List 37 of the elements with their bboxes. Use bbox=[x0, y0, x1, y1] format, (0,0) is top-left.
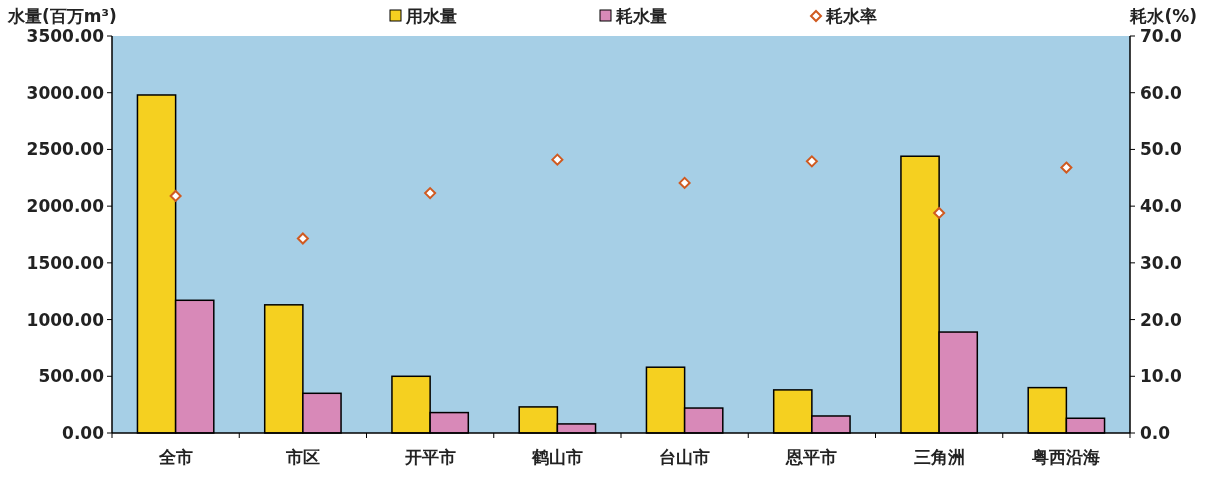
point bbox=[169, 189, 182, 202]
y-tick-label: 1500.00 bbox=[26, 252, 105, 273]
x-tick-label: 三角洲 bbox=[913, 447, 965, 467]
x-tick-label: 全市 bbox=[157, 447, 193, 467]
point bbox=[805, 155, 818, 168]
y2-tick-label: 10.0 bbox=[1140, 366, 1183, 387]
y2-axis-title: 耗水(%) bbox=[1129, 6, 1197, 26]
x-tick-label: 市区 bbox=[284, 447, 320, 467]
x-tick-label: 开平市 bbox=[403, 447, 456, 467]
y-tick-label: 3500.00 bbox=[26, 26, 105, 46]
x-tick-label: 台山市 bbox=[659, 447, 711, 467]
x-tick-label: 粤西沿海 bbox=[1031, 447, 1101, 467]
y2-tick-label: 0.0 bbox=[1140, 423, 1171, 443]
x-tick-label: 鹤山市 bbox=[530, 447, 583, 467]
point bbox=[1060, 161, 1073, 174]
legend-label: 耗水率 bbox=[825, 6, 877, 26]
y-tick-label: 0.00 bbox=[62, 423, 105, 443]
y-tick-label: 500.00 bbox=[38, 366, 105, 387]
point bbox=[933, 206, 946, 219]
x-tick-label: 恩平市 bbox=[785, 447, 838, 467]
y-tick-label: 2000.00 bbox=[26, 196, 105, 217]
y2-tick-label: 60.0 bbox=[1140, 82, 1183, 103]
y2-tick-label: 40.0 bbox=[1140, 196, 1183, 217]
point bbox=[296, 232, 309, 245]
point bbox=[551, 153, 564, 166]
point bbox=[424, 187, 437, 200]
y2-tick-label: 20.0 bbox=[1140, 309, 1183, 330]
legend-label: 用水量 bbox=[405, 6, 457, 26]
y2-tick-label: 70.0 bbox=[1140, 26, 1183, 46]
legend-label: 耗水量 bbox=[615, 6, 667, 26]
y-axis-title: 水量(百万m³) bbox=[7, 6, 117, 26]
point bbox=[678, 176, 691, 189]
y2-tick-label: 30.0 bbox=[1140, 252, 1183, 273]
y2-tick-label: 50.0 bbox=[1140, 139, 1183, 160]
y-tick-label: 1000.00 bbox=[26, 309, 105, 330]
y-tick-label: 3000.00 bbox=[26, 82, 105, 103]
y-tick-label: 2500.00 bbox=[26, 139, 105, 160]
